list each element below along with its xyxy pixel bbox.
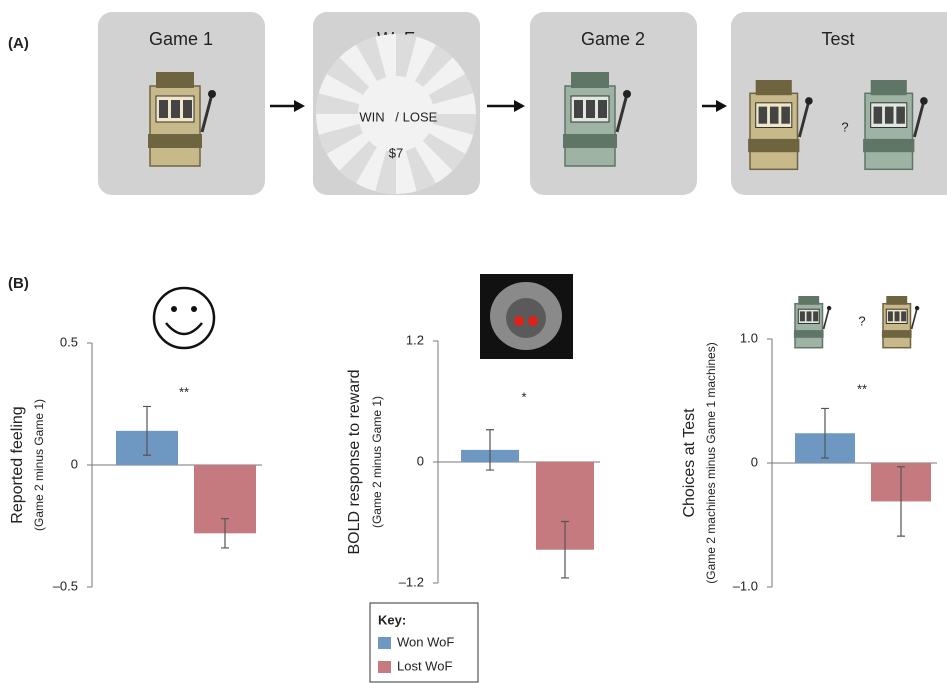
legend-swatch bbox=[378, 661, 391, 673]
slot-reel bbox=[884, 106, 894, 124]
smiley-mouth bbox=[165, 322, 203, 336]
y-tick-label: –1.0 bbox=[733, 578, 758, 593]
amount-label: $7 bbox=[389, 145, 403, 160]
legend-title: Key: bbox=[378, 612, 406, 627]
panel-label: (B) bbox=[8, 275, 29, 292]
y-axis-note: (Game 2 minus Game 1) bbox=[370, 396, 384, 528]
y-tick-label: 1.0 bbox=[740, 330, 758, 345]
slot-base bbox=[863, 138, 915, 153]
legend-label: Won WoF bbox=[397, 634, 454, 649]
y-tick-label: 0 bbox=[417, 453, 424, 468]
slot-top bbox=[798, 296, 820, 305]
slot-knob bbox=[805, 97, 813, 105]
arrow-head bbox=[514, 100, 525, 112]
slot-reel bbox=[887, 311, 893, 322]
smiley-eye bbox=[191, 306, 197, 312]
slot-base bbox=[881, 330, 912, 338]
slot-reel bbox=[159, 100, 168, 118]
y-axis-note: (Game 2 machines minus Game 1 machines) bbox=[704, 342, 718, 583]
slot-reel bbox=[873, 106, 883, 124]
significance: ** bbox=[179, 384, 189, 399]
slot-base bbox=[793, 330, 824, 338]
y-tick-label: –1.2 bbox=[399, 574, 424, 589]
slot-lever bbox=[910, 307, 918, 330]
smiley bbox=[152, 286, 216, 350]
y-axis-label: Reported feeling bbox=[9, 406, 26, 523]
test-question: ? bbox=[841, 119, 848, 134]
legend-swatch bbox=[378, 637, 391, 649]
y-tick-label: 0 bbox=[751, 454, 758, 469]
legend-label: Lost WoF bbox=[397, 658, 452, 673]
y-tick-label: 0 bbox=[71, 456, 78, 471]
slot-lever bbox=[798, 100, 811, 138]
error-bar bbox=[143, 405, 151, 456]
slot-reel bbox=[806, 311, 812, 322]
slot-top bbox=[755, 80, 792, 96]
slot-knob bbox=[914, 305, 920, 311]
error-bar bbox=[821, 407, 829, 459]
slot-top bbox=[156, 72, 194, 88]
y-tick-label: 0.5 bbox=[60, 334, 78, 349]
step-label: Test bbox=[821, 29, 854, 49]
step-label: Game 2 bbox=[581, 29, 645, 49]
slot-lever bbox=[200, 93, 214, 133]
slot-knob bbox=[208, 90, 216, 98]
slot-reel bbox=[813, 311, 819, 322]
brain-core bbox=[506, 298, 546, 338]
slot-reel bbox=[171, 100, 180, 118]
slot-lever bbox=[615, 93, 629, 133]
slot-lever bbox=[913, 100, 926, 138]
slot-lever bbox=[822, 307, 830, 330]
slot-knob bbox=[623, 90, 631, 98]
choice-question: ? bbox=[858, 313, 865, 328]
y-axis-label: Choices at Test bbox=[681, 408, 698, 518]
activation bbox=[514, 316, 524, 326]
slot-base bbox=[563, 134, 617, 148]
error-bar bbox=[897, 466, 905, 537]
arrow-head bbox=[716, 100, 727, 112]
error-bar bbox=[221, 518, 229, 549]
slot-top bbox=[886, 296, 908, 305]
slot-base bbox=[148, 134, 202, 148]
activation bbox=[528, 316, 538, 326]
slot-reel bbox=[896, 106, 905, 124]
wheel-hub bbox=[358, 76, 434, 152]
y-axis-note: (Game 2 minus Game 1) bbox=[32, 399, 46, 531]
y-tick-label: –0.5 bbox=[53, 578, 78, 593]
smiley-eye bbox=[171, 306, 177, 312]
slot-reel bbox=[894, 311, 900, 322]
slot-reel bbox=[183, 100, 192, 118]
slot-reel bbox=[598, 100, 607, 118]
slot-reel bbox=[758, 106, 768, 124]
win-label: WIN bbox=[359, 109, 384, 124]
slot-reel bbox=[769, 106, 779, 124]
step-label: Game 1 bbox=[149, 29, 213, 49]
slash-label: / bbox=[395, 109, 399, 124]
error-bar bbox=[486, 429, 494, 471]
lose-label: LOSE bbox=[403, 109, 438, 124]
slot-reel bbox=[586, 100, 595, 118]
arrow-head bbox=[294, 100, 305, 112]
panel-label: (A) bbox=[8, 35, 29, 52]
slot-reel bbox=[901, 311, 907, 322]
slot-reel bbox=[799, 311, 805, 322]
slot-top bbox=[870, 80, 907, 96]
slot-top bbox=[571, 72, 609, 88]
significance: ** bbox=[857, 381, 867, 396]
slot-knob bbox=[826, 305, 832, 311]
error-bar bbox=[561, 520, 569, 579]
slot-reel bbox=[574, 100, 583, 118]
y-tick-label: 1.2 bbox=[406, 332, 424, 347]
slot-knob bbox=[920, 97, 928, 105]
slot-reel bbox=[781, 106, 790, 124]
slot-base bbox=[748, 138, 800, 153]
significance: * bbox=[521, 389, 526, 404]
y-axis-label: BOLD response to reward bbox=[346, 370, 363, 555]
